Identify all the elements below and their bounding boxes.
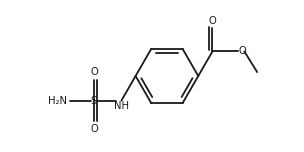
- Text: O: O: [209, 16, 216, 26]
- Text: O: O: [90, 124, 98, 134]
- Text: NH: NH: [114, 101, 129, 111]
- Text: O: O: [90, 67, 98, 77]
- Text: H₂N: H₂N: [48, 96, 67, 105]
- Text: O: O: [239, 47, 247, 56]
- Text: S: S: [91, 96, 97, 105]
